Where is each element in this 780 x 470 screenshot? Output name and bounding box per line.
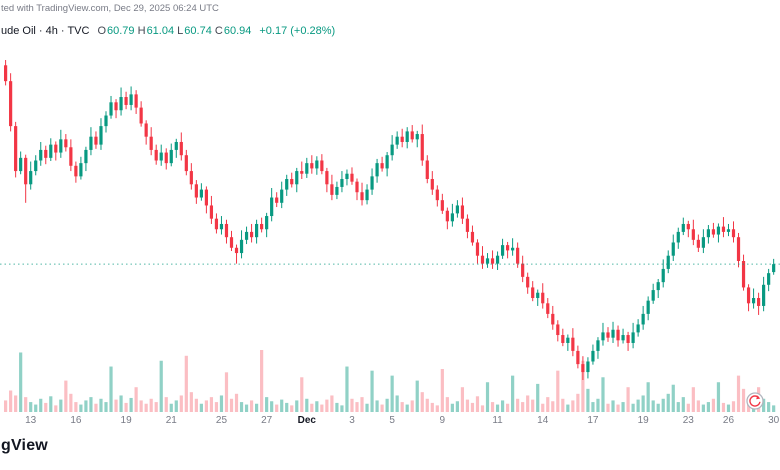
x-axis-label: 26 <box>722 415 735 426</box>
candles-layer <box>4 60 776 380</box>
tradingview-logo[interactable]: gView <box>1 437 48 454</box>
attribution-text: ted with TradingView.com, Dec 29, 2025 0… <box>1 3 219 14</box>
refresh-icon-arrow-head <box>756 395 761 400</box>
ohlc-c: C60.94 <box>214 25 252 37</box>
symbol-ohlc-row: ude Oil · 4h · TVC O60.79 H61.04 L60.74 … <box>1 25 335 37</box>
ohlc-o: O60.79 <box>97 25 135 37</box>
x-axis-label: 19 <box>120 415 132 426</box>
ohlc-l: L60.74 <box>177 25 212 37</box>
symbol-title: ude Oil · 4h · TVC <box>1 25 90 37</box>
ohlc-h: H61.04 <box>137 25 175 37</box>
refresh-icon[interactable] <box>745 391 765 411</box>
change-value: +0.17 (+0.28%) <box>259 25 336 37</box>
x-axis-label: 21 <box>165 415 177 426</box>
x-axis-label: Dec <box>297 415 316 426</box>
x-axis-label: 23 <box>682 415 694 426</box>
x-axis-label: 30 <box>768 415 780 426</box>
x-axis: 13 16 19 21 25 27 Dec 3 5 9 11 14 17 19 23 26 30 <box>0 415 780 429</box>
refresh-icon-arrow-arc <box>749 395 761 407</box>
x-axis-label: 25 <box>215 415 228 426</box>
ohlc-values: O60.79 H61.04 L60.74 C60.94 <box>97 25 251 37</box>
x-axis-label: 16 <box>70 415 82 426</box>
x-axis-label: 17 <box>587 415 599 426</box>
volume-layer <box>4 350 776 412</box>
x-axis-label: 19 <box>637 415 649 426</box>
x-axis-label: 3 <box>349 415 355 426</box>
x-axis-label: 11 <box>492 415 503 426</box>
x-axis-label: 5 <box>389 415 395 426</box>
x-axis-label: 14 <box>537 415 549 426</box>
x-axis-label: 13 <box>25 415 37 426</box>
x-axis-label: 27 <box>261 415 273 426</box>
x-axis-label: 9 <box>439 415 446 426</box>
